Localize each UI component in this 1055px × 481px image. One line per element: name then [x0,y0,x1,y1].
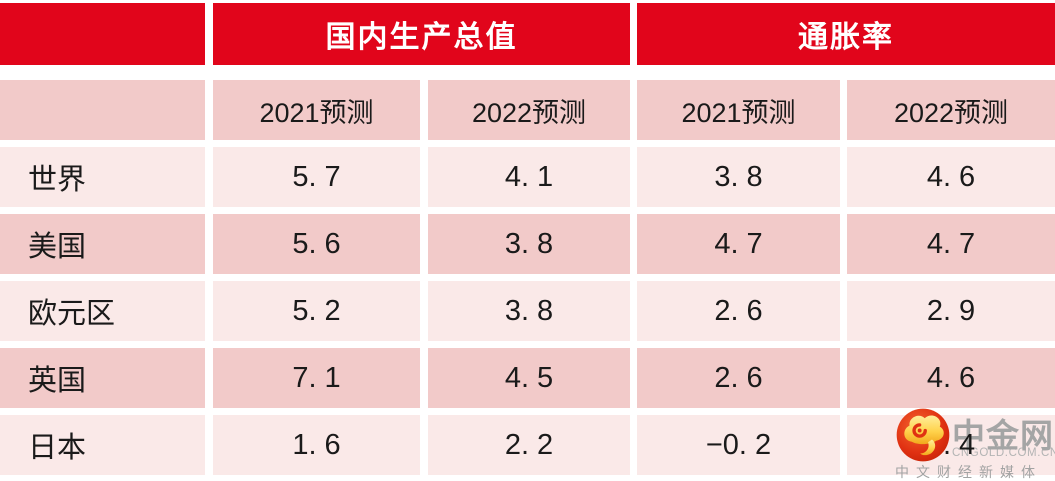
value-cell: 2. 9 [847,281,1055,341]
table-subheader-row: 2021预测 2022预测 2021预测 2022预测 [0,80,1055,140]
corner-cell [0,3,205,65]
value-cell: 1. 6 [213,415,420,475]
subheader-inflation-2021: 2021预测 [637,80,840,140]
value-cell: 4. 7 [637,214,840,274]
table-row-uk: 英国 7. 1 4. 5 2. 6 4. 6 [0,348,1055,408]
value-cell: 4. 6 [847,348,1055,408]
inflation-group-header: 通胀率 [637,3,1055,65]
value-cell: 4. 1 [428,147,630,207]
table-row-eurozone: 欧元区 5. 2 3. 8 2. 6 2. 9 [0,281,1055,341]
value-cell: 2. 6 [637,281,840,341]
region-cell: 欧元区 [0,281,205,341]
value-cell: 3. 8 [428,214,630,274]
value-cell: 2. 2 [428,415,630,475]
subheader-gdp-2022: 2022预测 [428,80,630,140]
table-row-world: 世界 5. 7 4. 1 3. 8 4. 6 [0,147,1055,207]
value-cell: 4. 6 [847,147,1055,207]
value-cell: 2. 6 [637,348,840,408]
table-header-row: 国内生产总值 通胀率 [0,3,1055,65]
table-row-japan: 日本 1. 6 2. 2 −0. 2 0. 4 [0,415,1055,475]
region-cell: 美国 [0,214,205,274]
value-cell: 4. 7 [847,214,1055,274]
value-cell: 3. 8 [428,281,630,341]
gdp-group-header: 国内生产总值 [213,3,630,65]
value-cell: 5. 6 [213,214,420,274]
value-cell: 4. 5 [428,348,630,408]
value-cell: 3. 8 [637,147,840,207]
subheader-gdp-2021: 2021预测 [213,80,420,140]
value-cell: −0. 2 [637,415,840,475]
value-cell: 5. 2 [213,281,420,341]
value-cell: 0. 4 [847,415,1055,475]
region-cell: 英国 [0,348,205,408]
subheader-empty-cell [0,80,205,140]
value-cell: 5. 7 [213,147,420,207]
table-row-usa: 美国 5. 6 3. 8 4. 7 4. 7 [0,214,1055,274]
region-cell: 日本 [0,415,205,475]
subheader-inflation-2022: 2022预测 [847,80,1055,140]
value-cell: 7. 1 [213,348,420,408]
region-cell: 世界 [0,147,205,207]
